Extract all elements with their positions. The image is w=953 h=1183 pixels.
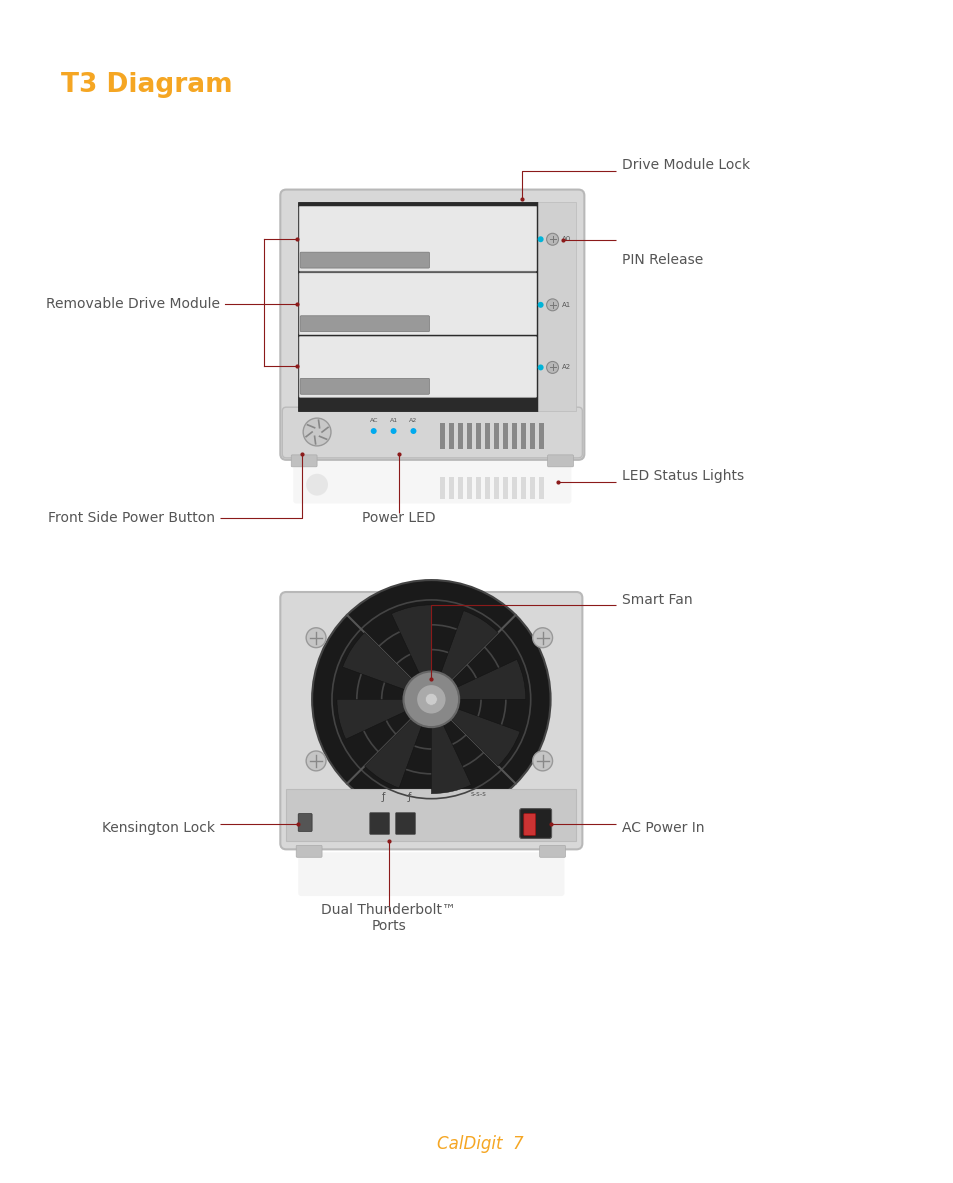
Text: Front Side Power Button: Front Side Power Button (48, 511, 214, 525)
Bar (538, 424, 543, 448)
Bar (520, 424, 525, 448)
Circle shape (425, 693, 436, 705)
Text: AC Power In: AC Power In (621, 821, 704, 835)
Text: A1: A1 (561, 302, 570, 308)
FancyBboxPatch shape (293, 458, 571, 504)
Wedge shape (431, 659, 525, 699)
Text: Drive Module Lock: Drive Module Lock (621, 157, 749, 172)
FancyBboxPatch shape (300, 379, 429, 394)
Text: Removable Drive Module: Removable Drive Module (46, 297, 219, 311)
FancyBboxPatch shape (299, 337, 537, 397)
Bar (484, 477, 490, 498)
Text: CalDigit  7: CalDigit 7 (436, 1136, 523, 1153)
Circle shape (390, 428, 396, 434)
Wedge shape (391, 605, 431, 699)
Bar (449, 424, 454, 448)
Circle shape (403, 672, 458, 728)
FancyBboxPatch shape (291, 455, 316, 467)
Circle shape (546, 299, 558, 311)
Bar (502, 424, 507, 448)
Circle shape (306, 473, 328, 496)
Text: A2: A2 (409, 418, 417, 422)
Bar (494, 424, 498, 448)
Text: A2: A2 (561, 364, 570, 370)
Bar (298, 202, 537, 412)
Bar (520, 477, 525, 498)
Wedge shape (431, 699, 519, 767)
Bar (529, 424, 534, 448)
Circle shape (537, 237, 543, 243)
Circle shape (532, 628, 552, 647)
FancyBboxPatch shape (519, 809, 551, 839)
Wedge shape (342, 633, 431, 699)
Text: ƒ: ƒ (407, 791, 411, 802)
FancyBboxPatch shape (370, 813, 389, 834)
Text: A1: A1 (389, 418, 397, 422)
Circle shape (416, 685, 446, 715)
Bar (457, 477, 462, 498)
Circle shape (303, 418, 331, 446)
Wedge shape (431, 699, 471, 794)
Wedge shape (364, 699, 431, 788)
Circle shape (306, 751, 326, 771)
Text: Power LED: Power LED (361, 511, 435, 525)
FancyBboxPatch shape (539, 846, 565, 858)
Bar (467, 477, 472, 498)
Wedge shape (336, 699, 431, 739)
Circle shape (537, 302, 543, 308)
Circle shape (546, 362, 558, 374)
FancyBboxPatch shape (299, 207, 537, 271)
Bar (457, 424, 462, 448)
Circle shape (410, 428, 416, 434)
Circle shape (537, 364, 543, 370)
Bar (512, 477, 517, 498)
Text: PIN Release: PIN Release (621, 253, 702, 267)
Bar (440, 477, 445, 498)
FancyBboxPatch shape (298, 852, 564, 896)
FancyBboxPatch shape (523, 814, 536, 835)
FancyBboxPatch shape (298, 814, 312, 832)
Bar (286, 789, 576, 841)
Circle shape (306, 628, 326, 647)
Wedge shape (431, 610, 497, 699)
Circle shape (371, 428, 376, 434)
Circle shape (532, 751, 552, 771)
FancyBboxPatch shape (299, 273, 537, 335)
FancyBboxPatch shape (547, 455, 573, 467)
Bar (467, 424, 472, 448)
FancyBboxPatch shape (295, 846, 322, 858)
Text: A0: A0 (561, 237, 570, 243)
Bar (537, 202, 576, 412)
Bar (484, 424, 490, 448)
FancyBboxPatch shape (280, 592, 581, 849)
Text: Kensington Lock: Kensington Lock (102, 821, 214, 835)
Text: Smart Fan: Smart Fan (621, 593, 692, 607)
Bar (512, 424, 517, 448)
Text: AC: AC (369, 418, 377, 422)
Circle shape (312, 580, 550, 819)
Text: Dual Thunderbolt™
Ports: Dual Thunderbolt™ Ports (321, 903, 456, 933)
Bar (476, 424, 480, 448)
Bar (538, 477, 543, 498)
Text: ƒ: ƒ (381, 791, 385, 802)
Bar (502, 477, 507, 498)
Text: s-s-s: s-s-s (471, 790, 486, 796)
Text: LED Status Lights: LED Status Lights (621, 468, 743, 483)
Text: T3 Diagram: T3 Diagram (61, 72, 233, 98)
FancyBboxPatch shape (280, 189, 584, 460)
Bar (449, 477, 454, 498)
FancyBboxPatch shape (300, 316, 429, 331)
FancyBboxPatch shape (282, 407, 581, 458)
FancyBboxPatch shape (300, 252, 429, 269)
Bar (476, 477, 480, 498)
FancyBboxPatch shape (395, 813, 415, 834)
Circle shape (546, 233, 558, 245)
Bar (529, 477, 534, 498)
Bar (440, 424, 445, 448)
Bar (494, 477, 498, 498)
